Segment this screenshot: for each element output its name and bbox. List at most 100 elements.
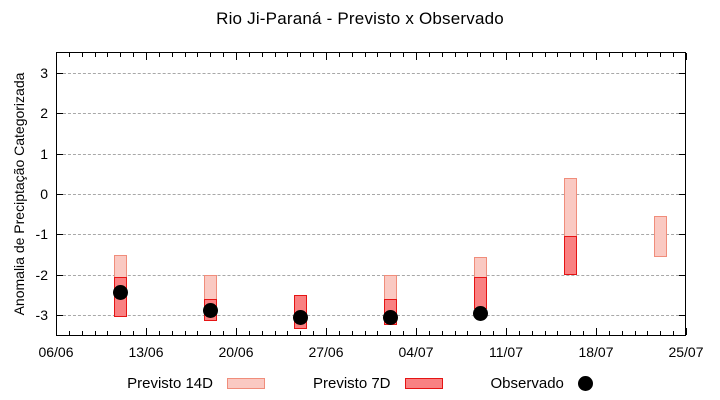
y-gridline bbox=[58, 153, 684, 155]
x-minor-tick-top bbox=[120, 53, 122, 57]
x-minor-tick-top bbox=[274, 53, 276, 57]
y-gridline bbox=[58, 274, 684, 276]
x-minor-tick-bottom bbox=[660, 331, 662, 335]
x-minor-tick-top bbox=[364, 53, 366, 57]
x-minor-tick-top bbox=[210, 53, 212, 57]
x-minor-tick-top bbox=[197, 53, 199, 57]
y-tick-label: 0 bbox=[40, 186, 48, 202]
y-gridline bbox=[58, 194, 684, 195]
y-tick-label: 2 bbox=[40, 105, 48, 122]
forecast-7d-bar bbox=[473, 276, 487, 309]
x-minor-tick-bottom bbox=[223, 331, 225, 335]
x-minor-tick-bottom bbox=[390, 331, 392, 335]
y-tick-mark-right bbox=[679, 194, 685, 195]
x-minor-tick-bottom bbox=[583, 331, 585, 335]
y-tick-mark-right bbox=[679, 315, 685, 317]
x-minor-tick-top bbox=[184, 53, 186, 57]
x-minor-tick-bottom bbox=[364, 331, 366, 335]
y-tick-mark-left bbox=[57, 234, 63, 236]
x-minor-tick-top bbox=[608, 53, 610, 57]
observed-dot bbox=[472, 305, 488, 321]
observed-dot bbox=[292, 309, 308, 325]
x-minor-tick-top bbox=[287, 53, 289, 57]
legend-label: Observado bbox=[490, 374, 564, 392]
x-minor-tick-top bbox=[673, 53, 675, 57]
x-minor-tick-top bbox=[441, 53, 443, 57]
x-minor-tick-top bbox=[261, 53, 263, 57]
y-tick-mark-left bbox=[57, 72, 63, 74]
x-minor-tick-bottom bbox=[634, 331, 636, 335]
x-tick-label: 13/06 bbox=[128, 344, 164, 360]
x-minor-tick-top bbox=[300, 53, 302, 57]
x-minor-tick-top bbox=[647, 53, 649, 57]
x-tick-mark-bottom bbox=[146, 328, 147, 335]
x-minor-tick-top bbox=[531, 53, 533, 57]
x-minor-tick-bottom bbox=[158, 331, 160, 335]
x-minor-tick-bottom bbox=[608, 331, 610, 335]
x-minor-tick-bottom bbox=[197, 331, 199, 335]
x-tick-mark-bottom bbox=[326, 328, 327, 335]
x-minor-tick-top bbox=[351, 53, 353, 57]
x-minor-tick-top bbox=[634, 53, 636, 57]
x-minor-tick-top bbox=[454, 53, 456, 57]
x-minor-tick-top bbox=[338, 53, 340, 57]
x-minor-tick-top bbox=[660, 53, 662, 57]
x-minor-tick-bottom bbox=[570, 331, 572, 335]
y-gridline bbox=[58, 72, 684, 74]
x-minor-tick-bottom bbox=[403, 331, 405, 335]
x-minor-tick-top bbox=[223, 53, 225, 57]
chart-title: Rio Ji-Paraná - Previsto x Observado bbox=[216, 9, 504, 28]
legend-swatch-box bbox=[226, 377, 265, 389]
x-tick-mark-top bbox=[416, 53, 417, 60]
legend: Previsto 14D Previsto 7D Observado bbox=[0, 371, 720, 395]
y-tick-label: 1 bbox=[40, 145, 48, 162]
x-tick-mark-top bbox=[686, 53, 687, 60]
x-tick-label: 27/06 bbox=[308, 344, 344, 360]
x-tick-mark-bottom bbox=[416, 328, 417, 335]
y-tick-mark-right bbox=[679, 153, 685, 155]
y-tick-label: -2 bbox=[35, 266, 48, 283]
observed-dot bbox=[382, 309, 398, 325]
x-minor-tick-top bbox=[390, 53, 392, 57]
x-tick-mark-bottom bbox=[686, 328, 687, 335]
legend-item: Observado bbox=[491, 375, 593, 392]
x-minor-tick-top bbox=[94, 53, 96, 57]
x-minor-tick-bottom bbox=[94, 331, 96, 335]
x-minor-tick-top bbox=[81, 53, 83, 57]
x-minor-tick-bottom bbox=[81, 331, 83, 335]
x-tick-label: 25/07 bbox=[668, 344, 704, 360]
x-minor-tick-bottom bbox=[171, 331, 173, 335]
x-minor-tick-bottom bbox=[184, 331, 186, 335]
x-minor-tick-bottom bbox=[480, 331, 482, 335]
x-minor-tick-top bbox=[68, 53, 70, 57]
x-minor-tick-bottom bbox=[300, 331, 302, 335]
x-minor-tick-top bbox=[493, 53, 495, 57]
x-tick-mark-top bbox=[326, 53, 327, 60]
x-tick-mark-top bbox=[236, 53, 237, 60]
x-tick-label: 20/06 bbox=[218, 344, 254, 360]
y-tick-mark-left bbox=[57, 113, 63, 115]
x-minor-tick-top bbox=[570, 53, 572, 57]
y-gridline bbox=[58, 113, 684, 115]
x-tick-mark-bottom bbox=[596, 328, 597, 335]
legend-swatch-dot bbox=[577, 375, 593, 391]
x-minor-tick-top bbox=[467, 53, 469, 57]
y-tick-mark-right bbox=[679, 72, 685, 74]
x-minor-tick-bottom bbox=[261, 331, 263, 335]
y-tick-label: -3 bbox=[35, 307, 48, 324]
x-minor-tick-top bbox=[133, 53, 135, 57]
x-minor-tick-top bbox=[544, 53, 546, 57]
x-minor-tick-bottom bbox=[107, 331, 109, 335]
x-minor-tick-top bbox=[313, 53, 315, 57]
x-minor-tick-top bbox=[171, 53, 173, 57]
x-minor-tick-top bbox=[621, 53, 623, 57]
legend-label: Previsto 14D bbox=[127, 374, 213, 392]
x-tick-label: 04/07 bbox=[398, 344, 434, 360]
legend-item: Previsto 7D bbox=[313, 375, 443, 392]
x-minor-tick-top bbox=[107, 53, 109, 57]
y-gridline bbox=[58, 234, 684, 236]
x-minor-tick-top bbox=[428, 53, 430, 57]
x-minor-tick-top bbox=[377, 53, 379, 57]
x-minor-tick-top bbox=[518, 53, 520, 57]
x-minor-tick-top bbox=[480, 53, 482, 57]
